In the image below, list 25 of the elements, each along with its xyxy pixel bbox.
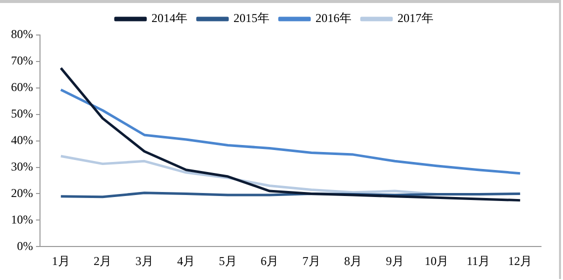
y-tick-label: 0% — [16, 238, 33, 253]
x-tick-label: 6月 — [260, 254, 279, 268]
x-tick-label: 8月 — [344, 254, 362, 268]
x-tick-label: 11月 — [466, 254, 490, 268]
y-tick-label: 40% — [10, 132, 33, 147]
legend-label: 2014年 — [152, 11, 188, 26]
y-tick-label: 50% — [10, 106, 33, 121]
y-tick-label: 10% — [10, 212, 33, 226]
x-tick-label: 12月 — [508, 254, 532, 268]
x-tick-label: 7月 — [302, 254, 320, 268]
y-tick-label: 30% — [10, 159, 33, 174]
x-tick-label: 5月 — [218, 254, 237, 268]
y-tick-label: 60% — [10, 80, 33, 94]
x-tick-label: 2月 — [94, 254, 112, 268]
y-tick-label: 80% — [10, 27, 33, 42]
y-tick-label: 20% — [10, 186, 33, 200]
x-tick-label: 4月 — [177, 254, 196, 268]
x-tick-label: 10月 — [424, 254, 449, 268]
legend-label: 2015年 — [234, 11, 270, 26]
legend-label: 2016年 — [316, 11, 352, 26]
legend-label: 2017年 — [398, 11, 434, 26]
y-tick-label: 70% — [10, 54, 33, 68]
x-tick-label: 9月 — [386, 254, 404, 268]
x-tick-label: 1月 — [52, 254, 70, 268]
x-tick-label: 3月 — [135, 254, 154, 268]
